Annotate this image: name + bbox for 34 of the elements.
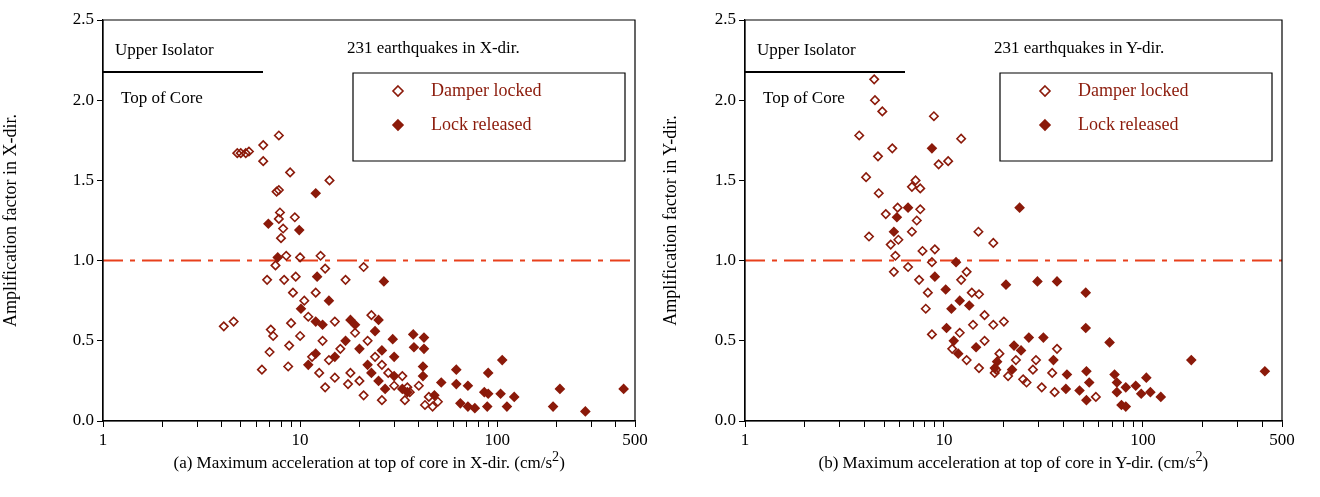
annotation: Upper Isolator	[757, 40, 856, 60]
x-tick-label: 500	[1269, 429, 1295, 449]
x-tick-label: 10	[291, 429, 309, 449]
y-tick-label: 0.5	[714, 330, 736, 350]
annotation: Upper Isolator	[115, 40, 214, 60]
y-tick-label: 1.0	[714, 250, 736, 270]
y-tick-label: 2.5	[72, 9, 94, 29]
y-axis-title: Amplification factor in X-dir.	[0, 114, 20, 327]
annotation: Top of Core	[763, 88, 845, 108]
legend-label: Lock released	[1078, 114, 1179, 135]
y-tick-label: 0.5	[72, 330, 94, 350]
y-tick-label: 2.0	[72, 89, 94, 109]
x-tick-label: 100	[1130, 429, 1156, 449]
y-tick-label: 1.0	[72, 250, 94, 270]
x-tick-label: 10	[935, 429, 953, 449]
y-tick-label: 2.0	[714, 89, 736, 109]
x-tick-label: 500	[622, 429, 648, 449]
annotation: 231 earthquakes in X-dir.	[347, 38, 520, 58]
y-axis-title: Amplification factor in Y-dir.	[659, 115, 680, 326]
annotation: 231 earthquakes in Y-dir.	[994, 38, 1165, 58]
x-axis-title: (a) Maximum acceleration at top of core in X-dir. (cm/s$^{2}$)	[173, 448, 565, 473]
legend-label: Damper locked	[1078, 80, 1189, 101]
x-tick-label: 100	[484, 429, 510, 449]
y-tick-label: 1.5	[714, 169, 736, 189]
x-axis-title: (b) Maximum acceleration at top of core in Y-dir. (cm/s$^{2}$)	[818, 448, 1209, 473]
annotation: Top of Core	[121, 88, 203, 108]
x-tick-label: 1	[740, 429, 750, 449]
x-tick-label: 1	[98, 429, 108, 449]
legend-label: Damper locked	[431, 80, 542, 101]
y-tick-label: 2.5	[714, 9, 736, 29]
y-tick-label: 0.0	[714, 410, 736, 430]
y-tick-label: 0.0	[72, 410, 94, 430]
y-tick-label: 1.5	[72, 169, 94, 189]
legend-label: Lock released	[431, 114, 532, 135]
